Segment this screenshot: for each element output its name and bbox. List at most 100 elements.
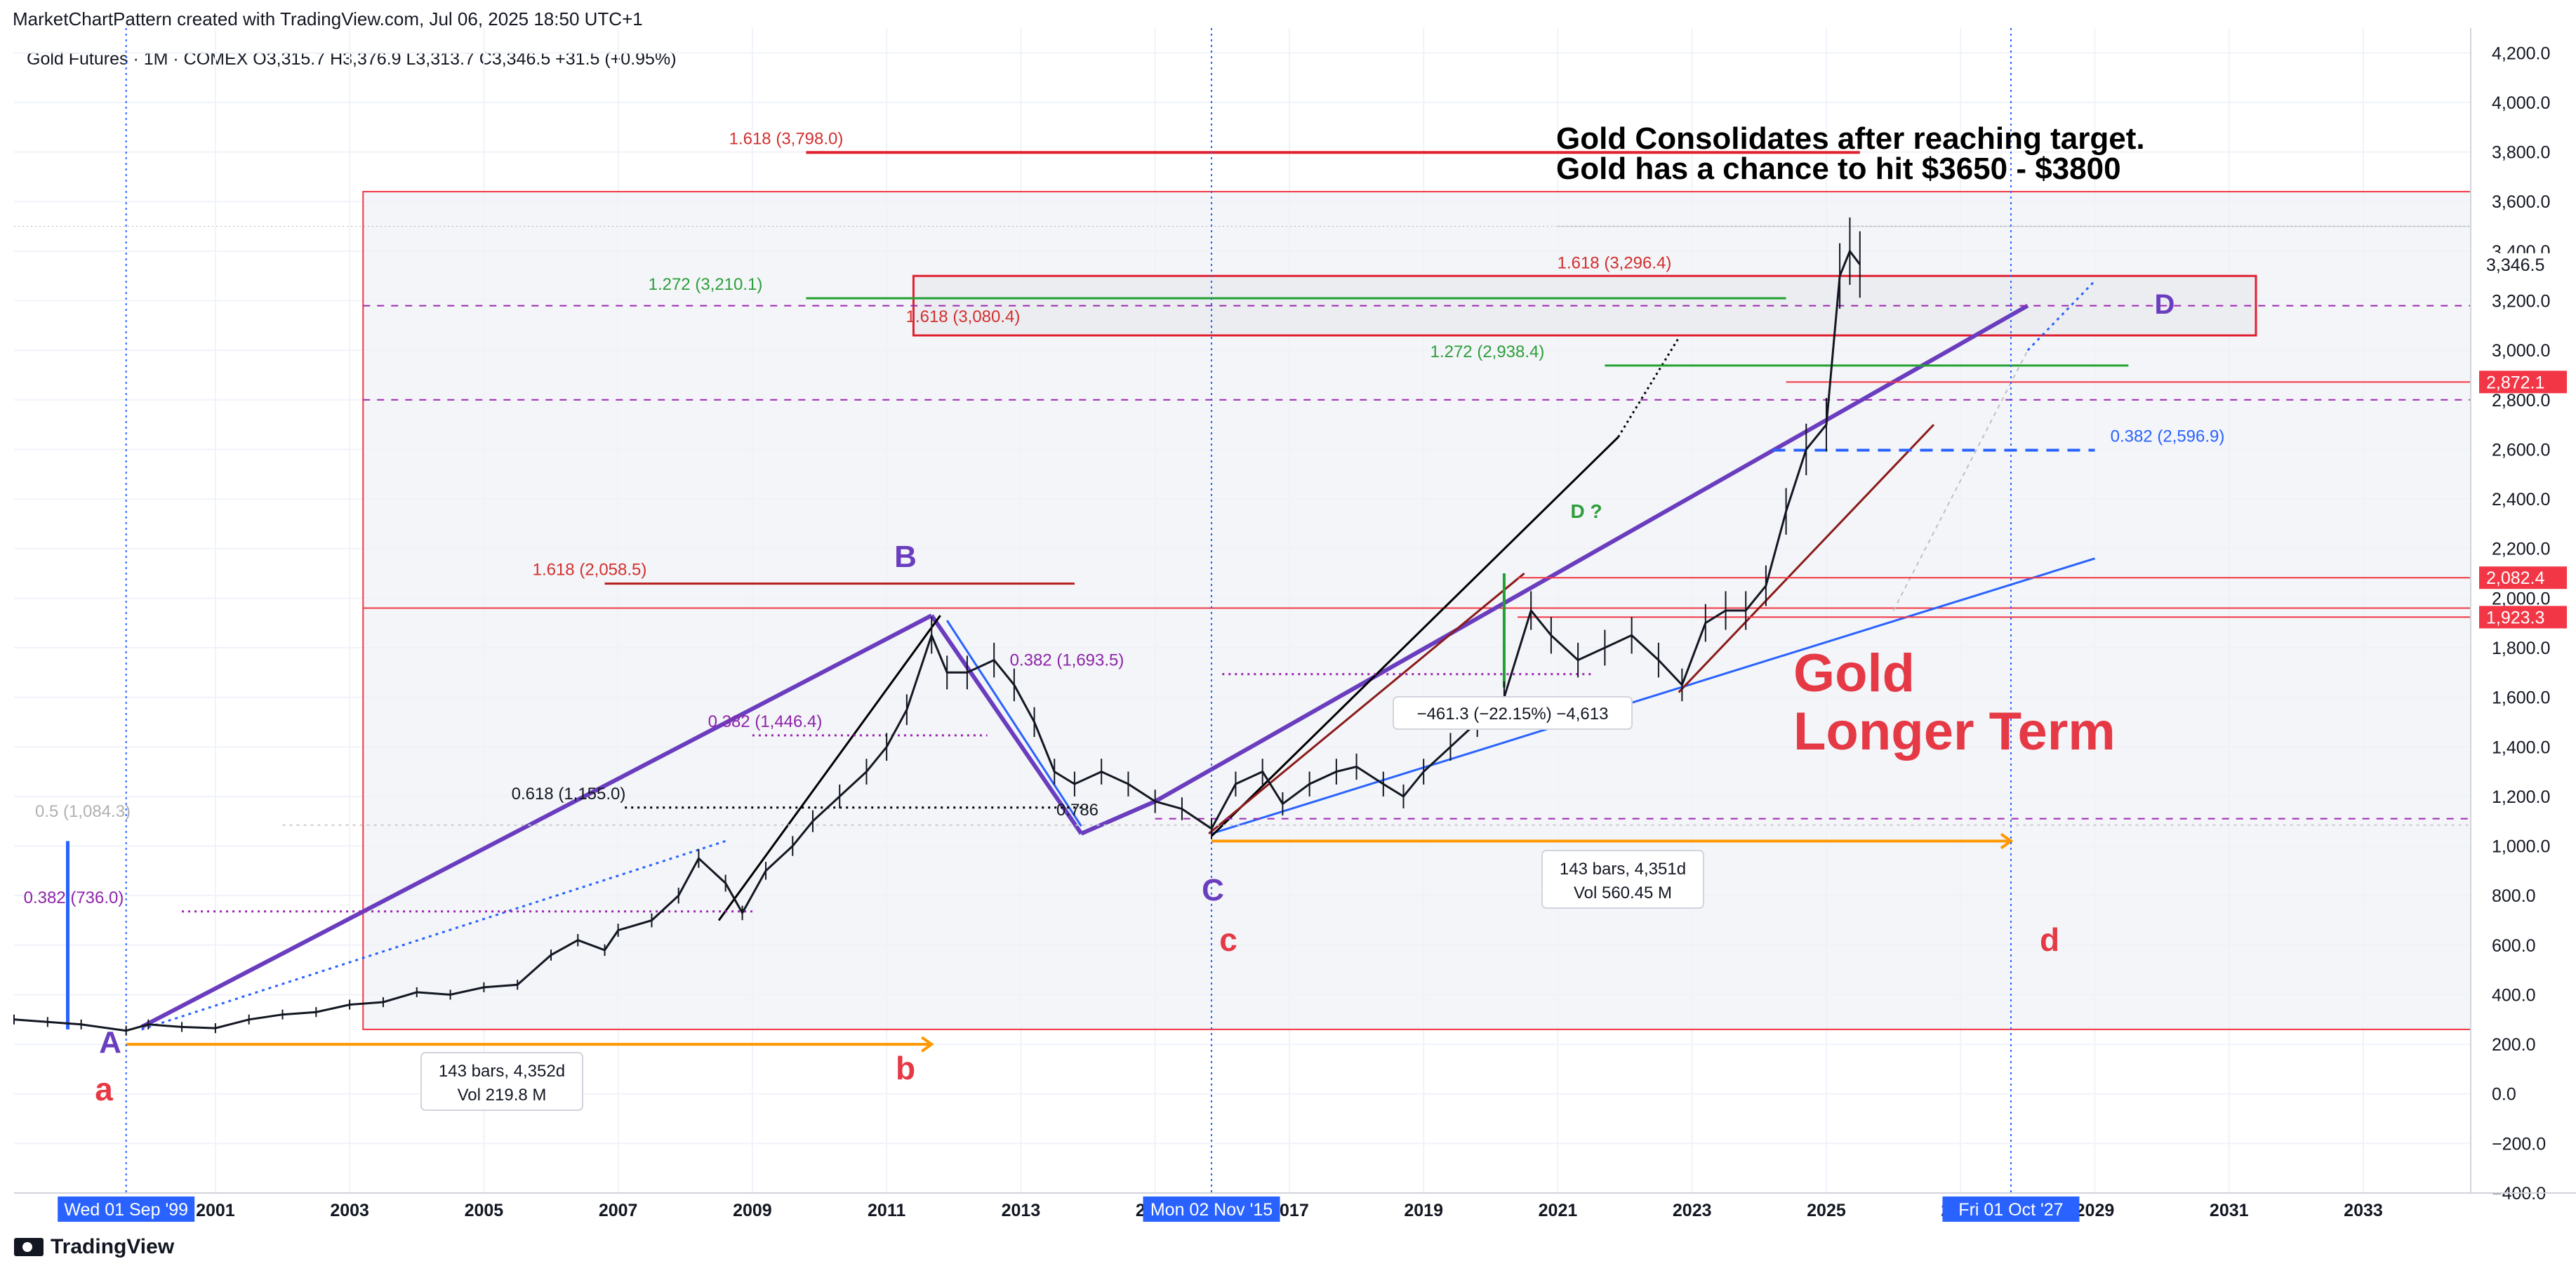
y-tick-label: 1,000.0: [2492, 837, 2550, 857]
measure-box: [1541, 850, 1704, 909]
fib-label: 1.272 (2,938.4): [1430, 342, 1545, 361]
chart-text-marks: Gold Consolidates after reaching target.…: [24, 121, 2225, 1111]
y-tick-label: 3,000.0: [2492, 341, 2550, 361]
fib-label: 1.618 (2,058.5): [533, 561, 647, 580]
x-tick-label: 2033: [2344, 1201, 2383, 1220]
measure-box: [1393, 696, 1633, 730]
measure-box-line1: −461.3 (−22.15%) −4,613: [1417, 705, 1609, 724]
x-tick-label: 2023: [1673, 1201, 1712, 1220]
fib-label: 0.382 (1,446.4): [708, 712, 823, 731]
measure-box-line2: Vol 219.8 M: [458, 1086, 547, 1105]
date-marker-label: Mon 02 Nov '15: [1150, 1200, 1273, 1220]
wave-label: A: [99, 1025, 121, 1060]
y-tick-label: 2,800.0: [2492, 391, 2550, 411]
attribution-header: MarketChartPattern created with TradingV…: [13, 8, 643, 29]
blue-dotted-line: [2026, 280, 2096, 352]
date-marker-tag: [58, 1197, 195, 1222]
purple-channel-line: [1080, 799, 1156, 836]
purple-channel-line: [929, 614, 1083, 835]
time-axis: 2001200320052007200920112013201520172019…: [14, 1192, 2576, 1222]
x-tick-label: 2001: [196, 1201, 235, 1220]
chart-subtitle: Gold has a chance to hit $3650 - $3800: [1556, 152, 2121, 186]
maroon-trend-line: [1208, 572, 1525, 835]
fib-label: 0.382 (736.0): [24, 888, 124, 907]
x-tick-label: 2007: [599, 1201, 638, 1220]
big-label-gold: Gold: [1793, 644, 1915, 703]
wave-label: c: [1219, 921, 1237, 958]
wave-label: D: [2155, 289, 2175, 320]
date-marker-tag: [1942, 1197, 2080, 1222]
blue-trend-line: [1211, 557, 2095, 835]
measure-box-line2: Vol 560.45 M: [1574, 884, 1672, 902]
y-tick-label: 2,400.0: [2492, 490, 2550, 509]
price-tag-label: 2,082.4: [2486, 568, 2545, 588]
blue-channel-line: [945, 620, 1082, 827]
y-tick-label: 1,800.0: [2492, 639, 2550, 658]
y-tick-label: 400.0: [2492, 985, 2536, 1005]
measure-box-line1: 143 bars, 4,351d: [1560, 860, 1686, 879]
y-tick-label: 2,200.0: [2492, 540, 2550, 559]
chart-title: Gold Consolidates after reaching target.: [1556, 121, 2145, 156]
y-tick-label: 3,600.0: [2492, 192, 2550, 212]
wave-label: d: [2040, 921, 2059, 958]
measure-box-line1: 143 bars, 4,352d: [439, 1062, 565, 1081]
wave-label: b: [896, 1050, 915, 1086]
wave-label: B: [894, 540, 917, 574]
x-tick-label: 2029: [2076, 1201, 2115, 1220]
black-channel-line: [717, 615, 941, 921]
fib-label: 1.618 (3,296.4): [1558, 253, 1672, 272]
x-tick-label: 2031: [2210, 1201, 2249, 1220]
tradingview-footer: TradingView: [14, 1235, 174, 1259]
maroon-trend-line: [1678, 424, 1935, 693]
price-line: [13, 248, 1861, 1032]
y-tick-label: 600.0: [2492, 936, 2536, 956]
y-tick-label: 2,600.0: [2492, 440, 2550, 460]
trend-lines: [66, 280, 2096, 1031]
fib-label: 0.382 (1,693.5): [1010, 651, 1124, 670]
fib-label: 1.272 (3,210.1): [649, 275, 763, 294]
measure-arrow-head: [921, 1036, 934, 1053]
x-tick-label: 2013: [1002, 1201, 1041, 1220]
x-tick-label: 2011: [868, 1201, 905, 1220]
y-tick-label: 800.0: [2492, 886, 2536, 906]
x-tick-label: 2005: [465, 1201, 504, 1220]
price-tag-bg: [2479, 566, 2567, 589]
y-tick-label: 4,000.0: [2492, 93, 2550, 113]
fib-label: 0.5 (1,084.3): [35, 802, 131, 821]
fib-label: 0.618 (1,155.0): [512, 785, 626, 804]
black-dotted-line: [1617, 337, 1680, 438]
price-tag-label: 3,346.5: [2486, 255, 2544, 275]
price-axis: −400.0−200.00.0200.0400.0600.0800.01,000…: [2470, 28, 2567, 1204]
black-channel-line: [1210, 436, 1619, 837]
y-tick-label: 1,600.0: [2492, 688, 2550, 708]
highlight-zones: [362, 191, 2471, 1030]
price-tag-label: 2,872.1: [2486, 373, 2544, 392]
purple-channel-line: [1154, 303, 2029, 804]
fib-label: 1.618 (3,798.0): [729, 129, 844, 148]
wave-label: C: [1202, 873, 1224, 907]
y-tick-label: 3,800.0: [2492, 143, 2550, 163]
wave-label: D ?: [1570, 500, 1602, 522]
fib-label: 0.786: [1056, 801, 1098, 820]
y-tick-label: 200.0: [2492, 1035, 2536, 1055]
purple-channel-line: [140, 613, 933, 1029]
measure-arrow-head: [2000, 832, 2014, 850]
y-tick-label: 4,200.0: [2492, 44, 2550, 63]
y-tick-label: 2,000.0: [2492, 589, 2550, 608]
fib-label: 0.382 (2,596.9): [2111, 427, 2225, 446]
date-marker-tag: [1143, 1197, 1280, 1222]
y-tick-label: 1,200.0: [2492, 787, 2550, 807]
wave-label: a: [95, 1071, 113, 1107]
x-tick-label: 2025: [1807, 1201, 1846, 1220]
date-marker-label: Fri 01 Oct '27: [1958, 1200, 2063, 1220]
x-tick-label: 2021: [1539, 1201, 1578, 1220]
x-tick-label: 2003: [330, 1201, 369, 1220]
y-tick-label: 3,200.0: [2492, 292, 2550, 312]
price-tag-bg: [2479, 606, 2567, 629]
y-tick-label: −200.0: [2492, 1134, 2546, 1154]
measure-box: [420, 1052, 583, 1111]
y-tick-label: 1,400.0: [2492, 738, 2550, 757]
grey-dashed-line: [1892, 349, 2029, 611]
date-marker-label: Wed 01 Sep '99: [64, 1200, 188, 1220]
